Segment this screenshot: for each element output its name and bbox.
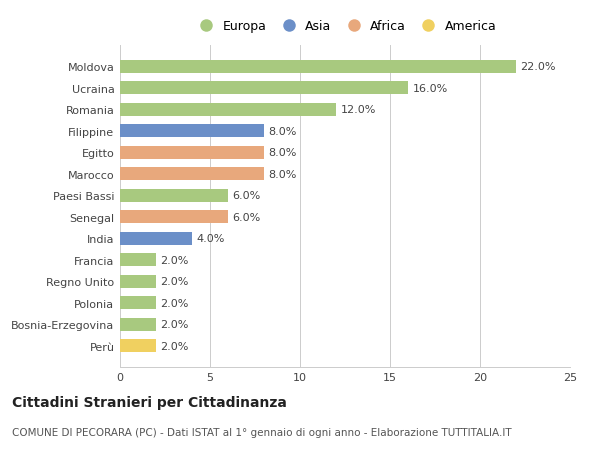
Legend: Europa, Asia, Africa, America: Europa, Asia, Africa, America xyxy=(194,20,496,33)
Bar xyxy=(120,340,156,353)
Text: 22.0%: 22.0% xyxy=(521,62,556,72)
Text: 4.0%: 4.0% xyxy=(197,234,225,244)
Bar xyxy=(120,82,408,95)
Text: 8.0%: 8.0% xyxy=(269,169,297,179)
Bar xyxy=(120,254,156,267)
Text: 16.0%: 16.0% xyxy=(413,84,448,94)
Bar xyxy=(120,232,192,245)
Bar xyxy=(120,275,156,288)
Bar xyxy=(120,103,336,116)
Bar xyxy=(120,190,228,202)
Text: COMUNE DI PECORARA (PC) - Dati ISTAT al 1° gennaio di ogni anno - Elaborazione T: COMUNE DI PECORARA (PC) - Dati ISTAT al … xyxy=(12,427,512,437)
Text: 6.0%: 6.0% xyxy=(233,213,261,222)
Bar xyxy=(120,318,156,331)
Bar xyxy=(120,61,516,73)
Bar xyxy=(120,211,228,224)
Text: Cittadini Stranieri per Cittadinanza: Cittadini Stranieri per Cittadinanza xyxy=(12,395,287,409)
Text: 2.0%: 2.0% xyxy=(161,298,189,308)
Text: 8.0%: 8.0% xyxy=(269,126,297,136)
Text: 2.0%: 2.0% xyxy=(161,319,189,330)
Text: 12.0%: 12.0% xyxy=(341,105,376,115)
Bar xyxy=(120,125,264,138)
Text: 2.0%: 2.0% xyxy=(161,277,189,287)
Bar xyxy=(120,146,264,159)
Text: 6.0%: 6.0% xyxy=(233,191,261,201)
Text: 8.0%: 8.0% xyxy=(269,148,297,158)
Text: 2.0%: 2.0% xyxy=(161,341,189,351)
Bar xyxy=(120,168,264,181)
Text: 2.0%: 2.0% xyxy=(161,255,189,265)
Bar xyxy=(120,297,156,310)
